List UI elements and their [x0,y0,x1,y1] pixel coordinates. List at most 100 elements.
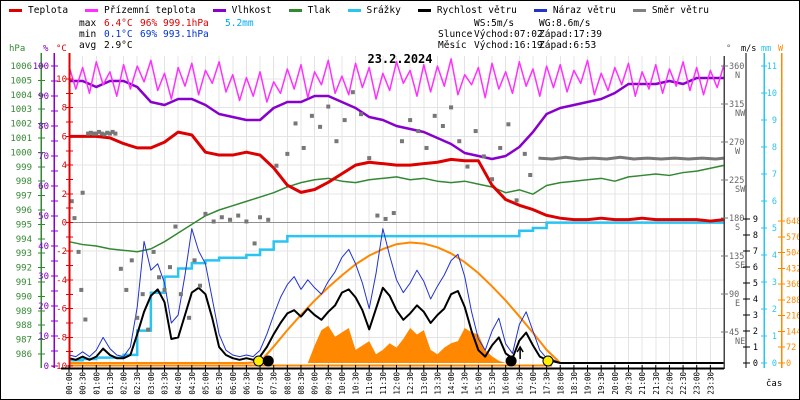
wind-speed-stat: WS:5m/s [474,18,515,29]
time-tick-label: 14:00 [447,372,456,395]
axis-tick-label: E [735,299,740,309]
series-vlhkost [69,76,725,161]
min-pressure: 993.1hPa [163,29,209,40]
axis-tick-label: 70 [38,152,49,162]
axis-tick-label: S [735,223,740,233]
axes: 1006100510041003100210011000999998997996… [10,53,800,372]
time-tick-label: 07:30 [270,372,279,395]
axis-tick-label: -10 [51,362,67,372]
series-srazky [69,221,725,362]
axis-tick-label: 9 [753,215,758,225]
axis-tick-label: 135 [729,252,744,262]
max-pressure: 999.1hPa [163,18,209,29]
wind-stats-row: WS:5m/s WG:8.6m/s [438,18,602,29]
axis-tick-label: 992 [16,264,32,274]
legend-item-tlak: Tlak [288,5,331,16]
axis-tick-label: 999 [16,163,32,173]
axis-tick-label: 1004 [10,91,32,101]
axis-tick-label: 144 [786,327,800,337]
axis-tick-label: NW [735,109,746,119]
axis-tick-label: SE [735,261,745,271]
time-tick-label: 13:30 [433,372,442,395]
time-tick-label: 18:00 [556,372,565,395]
time-tick-label: 09:30 [324,372,333,395]
time-tick-label: 22:00 [665,372,674,395]
legend-dash-teplota-icon [9,9,22,12]
time-tick-label: 15:00 [474,372,483,395]
moonrise-marker [505,355,517,367]
axis-tick-label: 6 [62,132,67,142]
legend-label: Rychlost větru [436,5,517,16]
time-tick-label: 01:00 [92,372,101,395]
legend-label: Náraz větru [552,5,616,16]
legend-item-vlhkost: Vlhkost [212,5,272,16]
time-tick-label: 14:30 [461,372,470,395]
rain-total: 5.2mm [225,18,254,29]
time-tick-label: 19:30 [597,372,606,395]
legend-item-naraz-vetru: Náraz větru [533,5,616,16]
legend-dash-tlak-icon [288,9,302,12]
time-tick-label: 17:00 [529,372,538,395]
time-tick-label: 01:30 [106,372,115,395]
axis-tick-label: 360 [729,62,744,72]
legend-label: Tlak [307,5,331,16]
sun-label: Slunce [438,29,473,40]
axis-tick-label: 988 [16,321,32,331]
axis-tick-label: 990 [16,292,32,302]
axis-tick-label: 1001 [10,134,32,144]
time-tick-label: 18:30 [570,372,579,395]
legend-item-rychlost-vetru: Rychlost větru [417,5,517,16]
time-tick-label: 12:00 [393,372,402,395]
axis-tick-label: 432 [786,264,800,274]
axis-tick-label: 3 [753,311,758,321]
axis-tick-label: 9 [772,116,777,126]
max-label: max [79,18,97,29]
axis-tick-label: 1000 [10,148,32,158]
axis-tick-label: 993 [16,249,32,259]
time-tick-label: 00:30 [79,372,88,395]
moonset-marker [253,355,265,367]
axis-tick-label: 1006 [10,62,32,72]
axis-tick-label: 270 [729,138,744,148]
axis-tick-label: 987 [16,336,32,346]
time-tick-label: 22:30 [679,372,688,395]
legend-item-prizemni-teplota: Přízemní teplota [85,5,196,16]
axis-tick-label: 90 [38,92,49,102]
time-tick-label: 08:00 [283,372,292,395]
stats-block-left: max 6.4°C 96% 999.1hPa 5.2mm min 0.1°C 69% 993.… [79,18,254,51]
degc-axis-header: °C [56,44,67,54]
axis-tick-label: 10 [38,332,49,342]
axis-tick-label: 11 [767,62,777,72]
stats-row-max: max 6.4°C 96% 999.1hPa 5.2mm [79,18,254,29]
axis-tick-label: 1002 [10,120,32,130]
axis-tick-label: 648 [786,217,800,227]
time-tick-label: 20:30 [624,372,633,395]
axis-tick-label: 0 [44,362,49,372]
series-teplota [69,130,725,223]
time-tick-label: 04:30 [188,372,197,395]
hpa-axis-header: hPa [9,44,25,54]
axis-tick-label: SW [735,185,746,195]
time-tick-label: 23:00 [693,372,702,395]
wind-gust-stat: WG:8.6m/s [539,18,591,29]
axis-tick-label: 45 [729,328,739,338]
axis-tick-label: 100 [33,62,49,72]
time-tick-label: 13:00 [420,372,429,395]
min-temperature: 0.1°C [104,29,133,40]
time-tick-label: 08:30 [297,372,306,395]
time-tick-label: 16:00 [502,372,511,395]
axis-tick-label: 6 [772,197,777,207]
axis-tick-label: 1 [753,343,758,353]
time-tick-label: 11:00 [365,372,374,395]
axis-tick-label: 0 [772,359,777,369]
time-tick-label: 10:30 [352,372,361,395]
sunset-time: Západ:17:39 [539,29,602,40]
time-axis-title: čas [766,378,782,389]
axis-tick-label: 315 [729,100,744,110]
max-humidity: 96% [140,18,158,29]
axis-tick-label: 4 [62,161,67,171]
chart-legend: Teplota Přízemní teplota Vlhkost Tlak Srážky… [9,5,726,16]
series-smer-vetru [69,90,533,332]
time-tick-label: 02:30 [133,372,142,395]
